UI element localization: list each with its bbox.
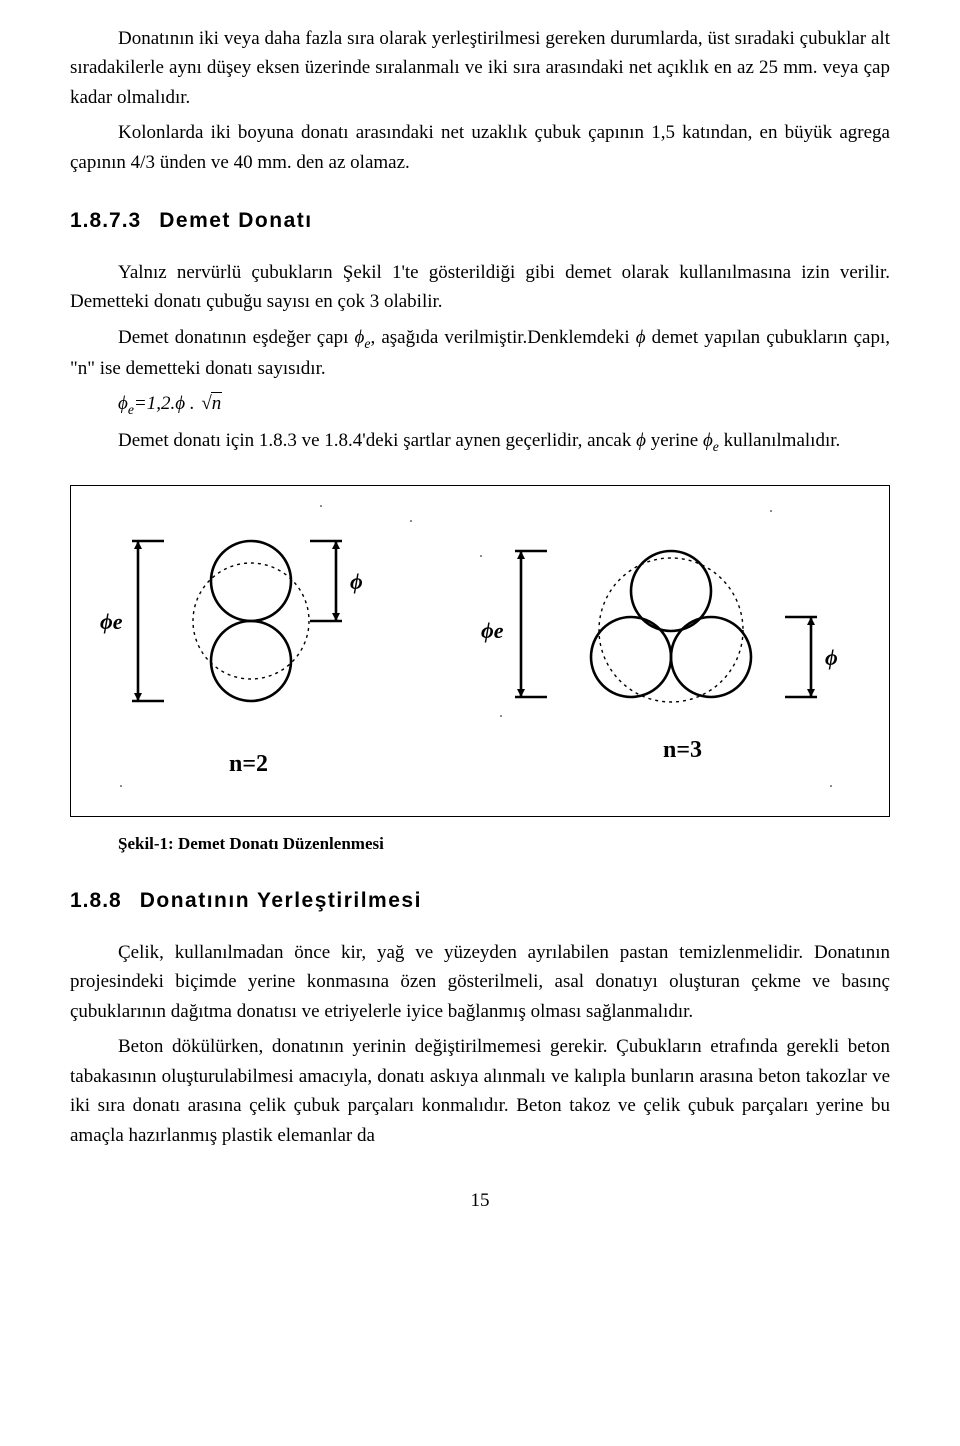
sec187-p2: Demet donatının eşdeğer çapı ϕe, aşağıda… (70, 323, 890, 383)
sec188-p1: Çelik, kullanılmadan önce kir, yağ ve yü… (70, 938, 890, 1026)
sec188-p2: Beton dökülürken, donatının yerinin deği… (70, 1032, 890, 1150)
heading-title: Demet Donatı (159, 209, 312, 232)
figure-svg: ϕe ϕ n=2 ϕe ϕ n=3 (71, 486, 889, 816)
formula-phi-e: ϕe=1,2.ϕ . n (118, 389, 890, 420)
sec187-p3b: yerine (646, 430, 703, 451)
intro-para-1: Donatının iki veya daha fazla sıra olara… (70, 24, 890, 112)
sec187-p2b: , aşağıda verilmiştir.Denklemdeki (370, 327, 635, 348)
figure-box: ϕe ϕ n=2 ϕe ϕ n=3 (70, 485, 890, 817)
sec187-p1: Yalnız nervürlü çubukların Şekil 1'te gö… (70, 258, 890, 317)
heading-title-188: Donatının Yerleştirilmesi (140, 889, 422, 912)
heading-num: 1.8.7.3 (70, 209, 141, 232)
heading-1873: 1.8.7.3 Demet Donatı (70, 205, 890, 238)
svg-text:n=3: n=3 (663, 737, 702, 763)
page-number: 15 (70, 1186, 890, 1215)
figure-caption: Şekil-1: Demet Donatı Düzenlenmesi (118, 831, 890, 857)
svg-text:ϕ: ϕ (350, 569, 363, 594)
formula-sqrt-n: n (199, 389, 222, 418)
sec187-p3: Demet donatı için 1.8.3 ve 1.8.4'deki şa… (70, 426, 890, 457)
phi-symbol-2: ϕ (636, 430, 646, 451)
phi-symbol: ϕ (636, 327, 646, 348)
formula-phi: ϕ . (175, 393, 199, 414)
intro-para-2: Kolonlarda iki boyuna donatı arasındaki … (70, 118, 890, 177)
formula-eq: =1,2. (134, 393, 175, 414)
sec187-p3c: kullanılmalıdır. (719, 430, 840, 451)
heading-188: 1.8.8 Donatının Yerleştirilmesi (70, 885, 890, 918)
sec187-p2a: Demet donatının eşdeğer çapı (118, 327, 355, 348)
phi-e-symbol-2: ϕe (703, 430, 719, 451)
sec187-p3a: Demet donatı için 1.8.3 ve 1.8.4'deki şa… (118, 430, 636, 451)
svg-text:ϕe: ϕe (100, 609, 123, 634)
svg-text:ϕ: ϕ (825, 645, 838, 670)
heading-num-188: 1.8.8 (70, 889, 122, 912)
svg-text:ϕe: ϕe (481, 618, 504, 643)
formula-phi-e-lhs: ϕe (118, 393, 134, 414)
svg-text:n=2: n=2 (229, 751, 268, 777)
phi-e-symbol: ϕe (355, 327, 371, 348)
